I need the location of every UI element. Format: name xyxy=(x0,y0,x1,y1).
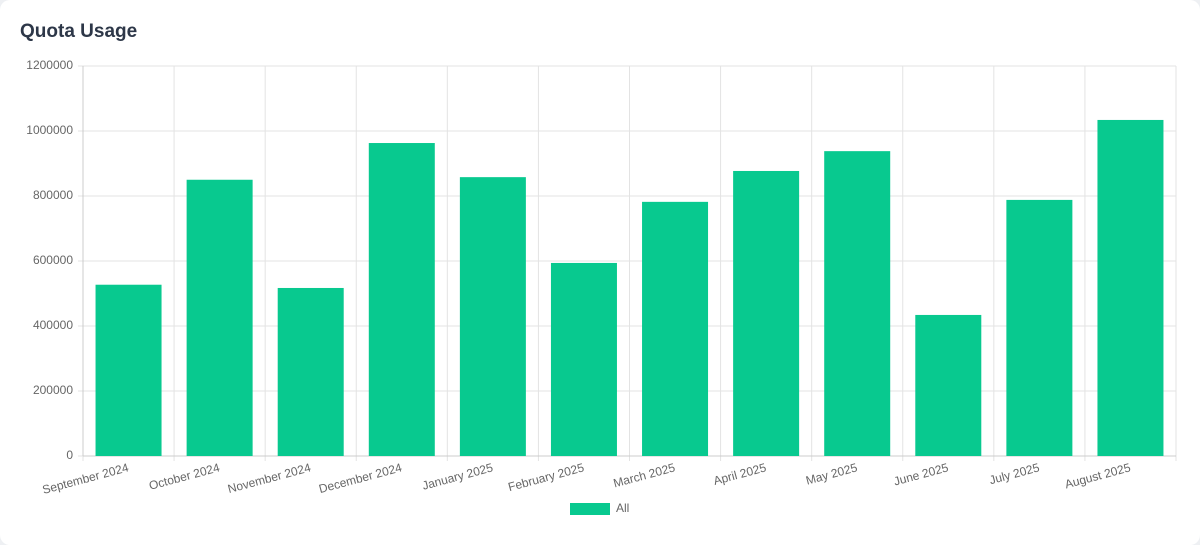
bar xyxy=(277,287,344,456)
chart-title: Quota Usage xyxy=(20,21,137,42)
x-tick-label: October 2024 xyxy=(147,460,221,492)
y-tick-label: 0 xyxy=(66,448,73,462)
bar xyxy=(733,170,800,456)
bar xyxy=(95,284,162,456)
x-tick-label: May 2025 xyxy=(804,460,859,487)
bar xyxy=(550,262,617,456)
bar xyxy=(368,143,435,456)
x-tick-label: July 2025 xyxy=(988,460,1042,487)
bar xyxy=(915,314,982,456)
x-tick-label: September 2024 xyxy=(41,460,131,497)
y-tick-label: 600000 xyxy=(33,253,73,267)
bar xyxy=(824,151,891,456)
x-tick-label: February 2025 xyxy=(507,460,586,494)
bar xyxy=(1006,199,1073,456)
bar xyxy=(1097,119,1164,456)
x-tick-label: March 2025 xyxy=(612,460,677,490)
legend-swatch xyxy=(570,503,610,515)
x-tick-label: April 2025 xyxy=(712,460,768,488)
y-tick-label: 1200000 xyxy=(26,58,73,72)
bar xyxy=(186,179,253,456)
x-tick-label: June 2025 xyxy=(892,460,950,488)
x-tick-label: August 2025 xyxy=(1063,460,1132,491)
bar xyxy=(642,201,709,456)
y-tick-label: 1000000 xyxy=(26,123,73,137)
x-tick-label: January 2025 xyxy=(421,460,495,492)
y-tick-label: 800000 xyxy=(33,188,73,202)
x-tick-label: November 2024 xyxy=(226,460,312,496)
x-tick-label: December 2024 xyxy=(317,460,403,496)
bar xyxy=(459,177,526,456)
y-tick-label: 200000 xyxy=(33,383,73,397)
y-tick-label: 400000 xyxy=(33,318,73,332)
legend-label: All xyxy=(616,501,629,515)
